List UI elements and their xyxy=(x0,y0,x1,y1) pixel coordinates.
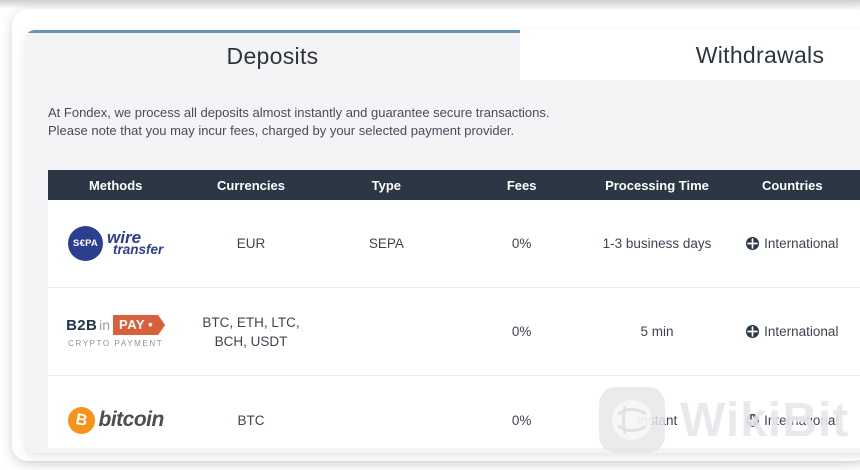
column-header-type: Type xyxy=(371,177,402,193)
type-cell xyxy=(319,376,454,448)
column-header-currencies: Currencies xyxy=(217,177,285,193)
b2b-text: B2B xyxy=(66,316,98,334)
b2b-pay-tag-icon: PAY • xyxy=(113,315,165,335)
column-header-fees: Fees xyxy=(506,177,537,193)
table-row-sepa: S€PA wire transfer EUR SEPA 0% 1-3 busin… xyxy=(48,200,860,288)
type-cell: SEPA xyxy=(368,236,404,251)
description-line-1: At Fondex, we process all deposits almos… xyxy=(48,105,550,120)
column-header-methods: Methods xyxy=(88,177,143,193)
method-cell: S€PA wire transfer xyxy=(48,200,183,287)
countries-cell: International xyxy=(725,288,860,375)
b2b-in-text: in xyxy=(99,317,110,333)
sepa-wire-transfer-logo: S€PA wire transfer xyxy=(68,226,163,261)
currencies-cell: BTC xyxy=(237,412,265,428)
bitcoin-wordmark: bitcoin xyxy=(98,408,165,431)
deposits-card: Deposits Withdrawals At Fondex, we proce… xyxy=(25,30,860,453)
table-header: Methods Currencies Type Fees Processing … xyxy=(48,170,860,200)
column-header-countries: Countries xyxy=(761,177,823,193)
top-shadow xyxy=(0,0,860,9)
processing-time-cell: Instant xyxy=(636,412,678,428)
tab-deposits[interactable]: Deposits xyxy=(25,30,520,80)
processing-time-cell: 5 min xyxy=(640,324,674,339)
b2b-subtitle: CRYPTO PAYMENT xyxy=(68,339,164,348)
tab-bar: Deposits Withdrawals xyxy=(25,30,860,80)
description: At Fondex, we process all deposits almos… xyxy=(48,104,860,139)
method-cell: B2B in PAY • CRYPTO PAYMENT xyxy=(48,288,183,375)
currencies-cell: EUR xyxy=(236,236,266,251)
payment-methods-table: Methods Currencies Type Fees Processing … xyxy=(48,170,860,448)
currencies-cell: BTC, ETH, LTC, BCH, USDT xyxy=(202,314,300,349)
table-row-bitcoin: B bitcoin BTC 0% Instant International xyxy=(48,376,860,448)
sepa-word-transfer: transfer xyxy=(113,241,164,257)
column-header-processing-time: Processing Time xyxy=(605,177,709,193)
sepa-word-wire: wire xyxy=(107,227,142,247)
countries-label: International xyxy=(764,324,839,339)
fees-cell: 0% xyxy=(511,412,532,428)
table-row-b2binpay: B2B in PAY • CRYPTO PAYMENT BTC, ETH, LTC… xyxy=(48,288,860,376)
sepa-badge-icon: S€PA xyxy=(68,226,104,261)
tab-withdrawals[interactable]: Withdrawals xyxy=(520,30,860,80)
fees-cell: 0% xyxy=(511,324,532,339)
bitcoin-logo: B bitcoin xyxy=(65,404,165,436)
globe-icon xyxy=(746,413,760,427)
countries-cell: International xyxy=(725,200,860,287)
countries-label: International xyxy=(764,236,839,251)
b2binpay-logo: B2B in PAY • CRYPTO PAYMENT xyxy=(66,315,165,348)
countries-cell: International xyxy=(725,376,860,448)
bitcoin-coin-icon: B xyxy=(65,404,97,436)
globe-icon xyxy=(746,325,760,338)
method-cell: B bitcoin xyxy=(48,376,183,448)
processing-time-cell: 1-3 business days xyxy=(602,236,712,251)
fees-cell: 0% xyxy=(511,236,532,251)
description-line-2: Please note that you may incur fees, cha… xyxy=(48,122,515,138)
countries-label: International xyxy=(764,412,839,428)
type-cell xyxy=(319,288,454,375)
globe-icon xyxy=(746,237,760,250)
